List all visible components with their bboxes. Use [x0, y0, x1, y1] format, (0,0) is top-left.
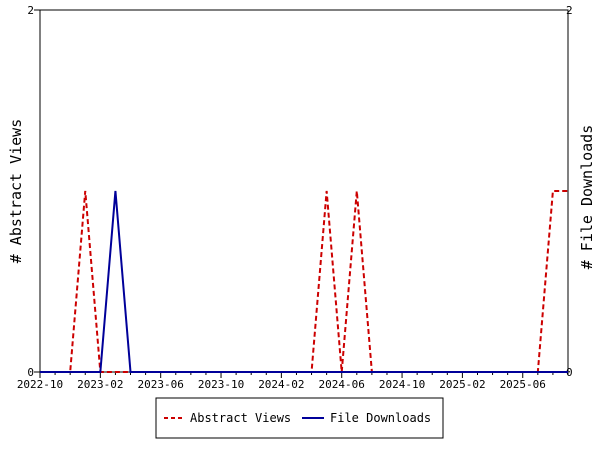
- x-tick-label: 2024-06: [319, 378, 365, 391]
- legend-label-abstract-views: Abstract Views: [190, 411, 291, 425]
- legend-label-file-downloads: File Downloads: [330, 411, 431, 425]
- legend-box: [155, 397, 444, 439]
- x-tick-label: 2024-10: [379, 378, 425, 391]
- x-tick-label: 2022-10: [17, 378, 63, 391]
- y-right-tick-max: 2: [566, 4, 573, 17]
- y-left-axis: 2 0: [27, 4, 40, 379]
- y-left-tick-max: 2: [27, 4, 34, 17]
- y-right-tick-min: 0: [566, 366, 573, 379]
- y-left-axis-title: # Abstract Views: [7, 119, 25, 264]
- legend: Abstract Views File Downloads: [155, 397, 444, 439]
- x-tick-label: 2023-10: [198, 378, 244, 391]
- y-right-axis-title: # File Downloads: [578, 125, 596, 270]
- x-tick-label: 2025-06: [500, 378, 546, 391]
- y-left-tick-min: 0: [27, 366, 34, 379]
- x-tick-label: 2025-02: [439, 378, 485, 391]
- series-line-file-downloads: [40, 190, 568, 373]
- x-tick-label: 2024-02: [258, 378, 304, 391]
- x-tick-label: 2023-06: [138, 378, 184, 391]
- plot-area: [39, 9, 569, 373]
- series-layer: [40, 190, 568, 373]
- x-axis-tick-labels: 2022-10 2023-02 2023-06 2023-10 2024-02 2024-…: [17, 378, 546, 391]
- x-tick-label: 2023-02: [77, 378, 123, 391]
